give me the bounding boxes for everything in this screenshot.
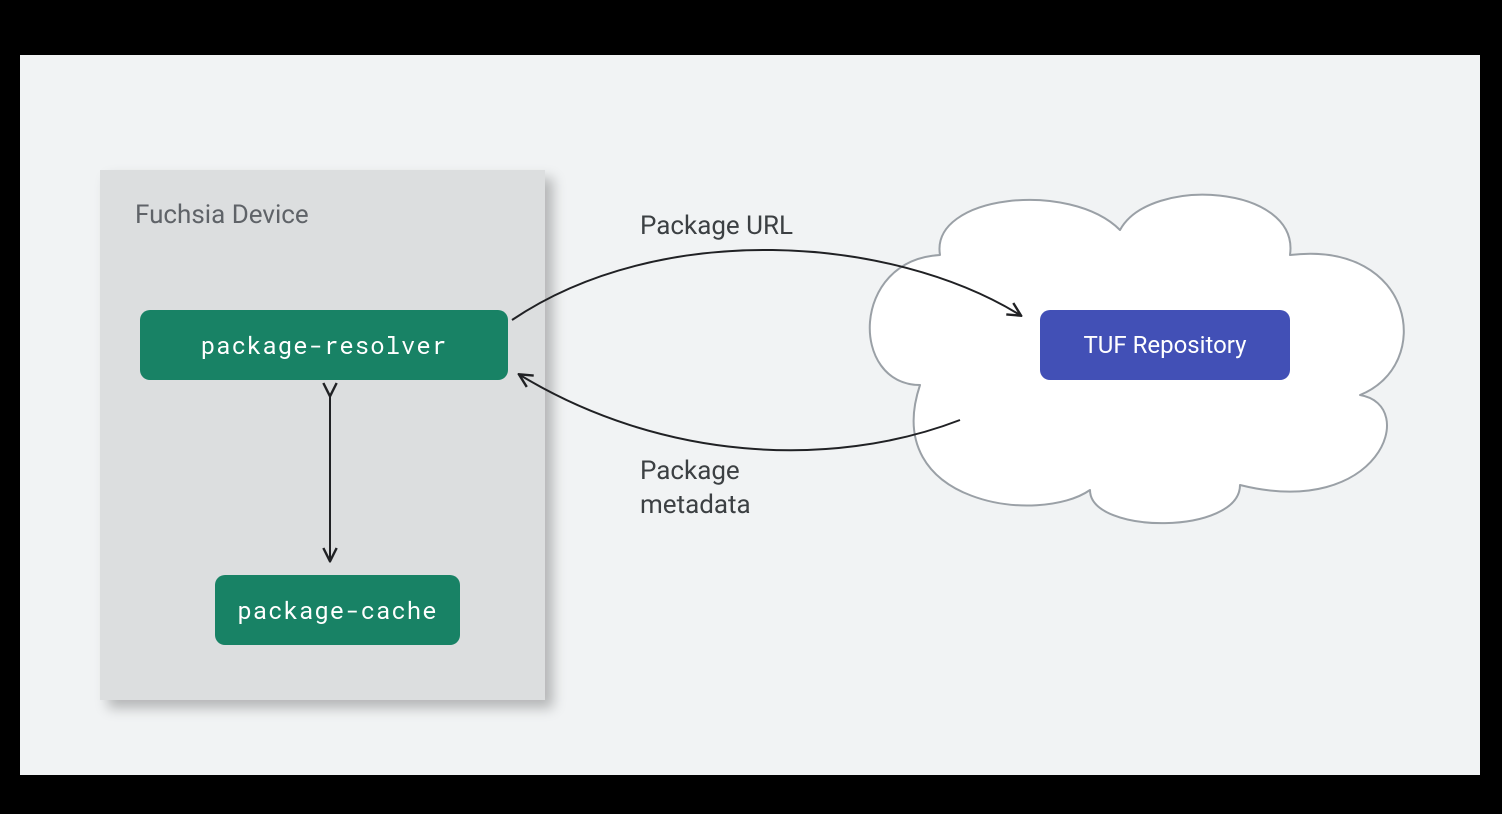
- tuf-repository-node: TUF Repository: [1040, 310, 1290, 380]
- package-resolver-label: package-resolver: [201, 329, 447, 361]
- package-url-label: Package URL: [640, 210, 793, 244]
- diagram-canvas: Fuchsia Device package-resolver package-…: [20, 55, 1480, 775]
- package-metadata-label: Package metadata: [640, 455, 751, 523]
- device-title: Fuchsia Device: [135, 200, 309, 230]
- package-cache-node: package-cache: [215, 575, 460, 645]
- tuf-repository-label: TUF Repository: [1083, 331, 1246, 359]
- package-cache-label: package-cache: [237, 594, 437, 626]
- package-resolver-node: package-resolver: [140, 310, 508, 380]
